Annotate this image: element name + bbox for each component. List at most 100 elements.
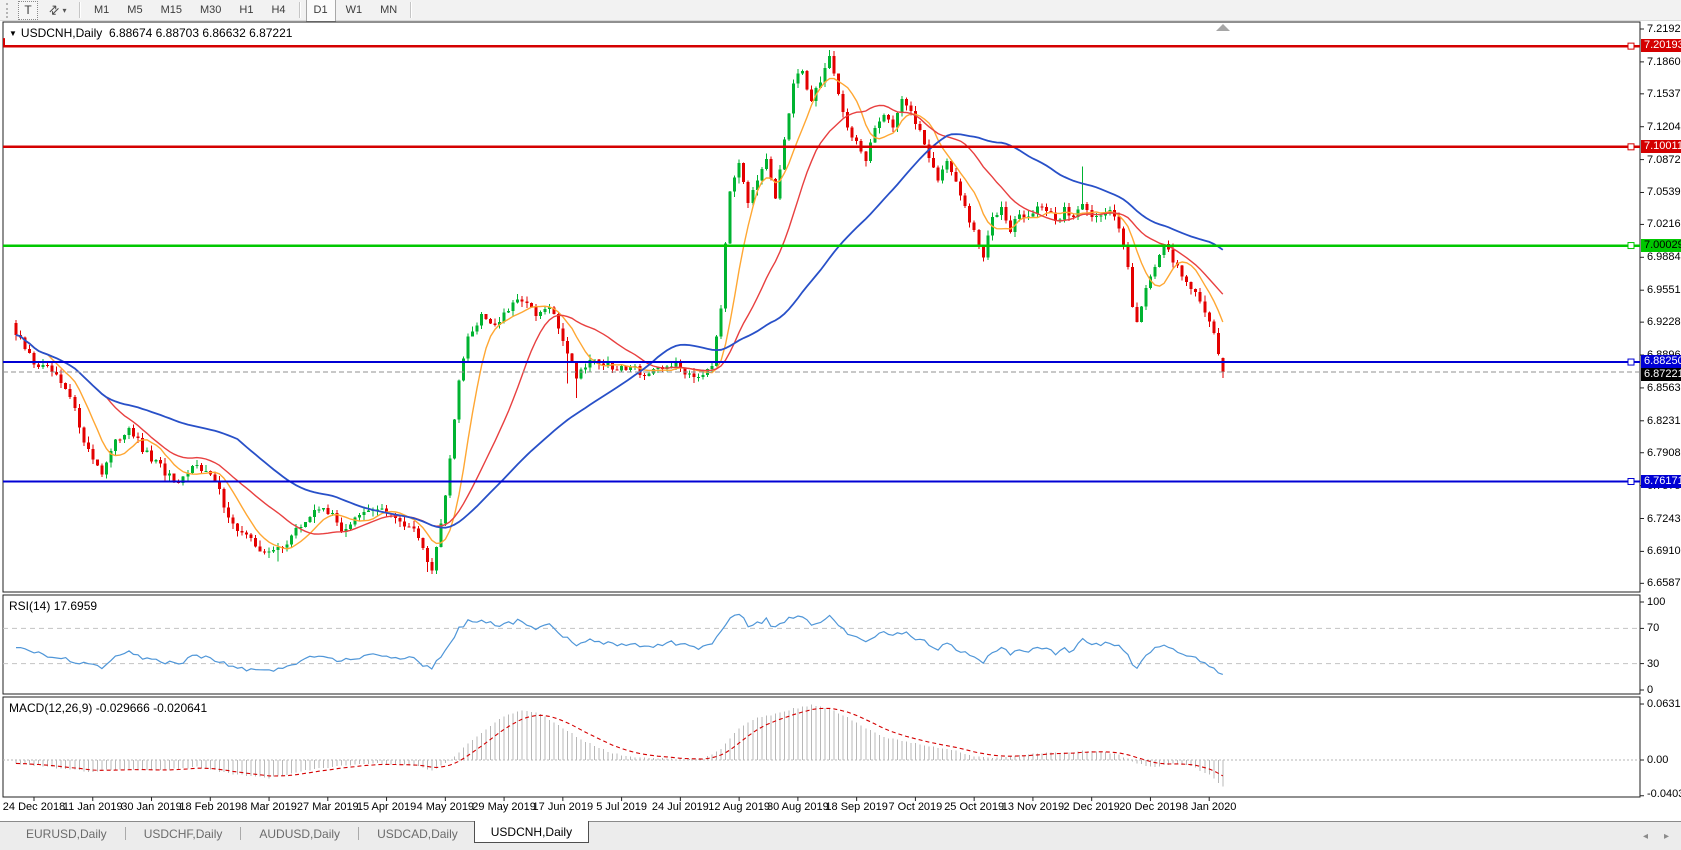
- macd-values: -0.029666 -0.020641: [95, 701, 208, 715]
- main-price-panel[interactable]: [2, 21, 1641, 593]
- price-tick-label: 6.98840: [1647, 251, 1681, 264]
- timeframe-button-m5[interactable]: M5: [127, 4, 143, 16]
- axis-ticks: [33, 28, 1644, 801]
- rsi-value: 17.6959: [53, 599, 98, 613]
- date-tick-label: 2 Dec 2019: [1063, 801, 1120, 813]
- toolbar-grip-handle[interactable]: [6, 2, 12, 18]
- symbol-dropdown-icon[interactable]: ▼: [9, 29, 17, 38]
- price-tick-label: 7.18600: [1647, 55, 1681, 68]
- macd-tick-label: 0.063184: [1647, 698, 1681, 711]
- level-line-marker: [1627, 42, 1635, 50]
- date-tick-label: 24 Dec 2018: [2, 801, 66, 813]
- tab-scroll-buttons: ◂ ▸: [1643, 831, 1669, 842]
- rsi-panel[interactable]: [2, 594, 1641, 695]
- ma-line-medium: [15, 104, 1224, 535]
- moving-average-lines: [15, 77, 1224, 550]
- date-tick-label: 18 Feb 2019: [179, 801, 242, 813]
- date-tick-label: 30 Aug 2019: [766, 801, 829, 813]
- date-tick-label: 4 May 2019: [416, 801, 475, 813]
- text-tool-icon: T: [24, 3, 32, 17]
- ma-line-fast: [15, 77, 1224, 550]
- timeframe-button-h4[interactable]: H4: [271, 4, 286, 16]
- macd-panel[interactable]: [2, 696, 1641, 798]
- date-tick-label: 13 Nov 2019: [1001, 801, 1065, 813]
- price-chart-canvas[interactable]: [0, 0, 1681, 820]
- chart-tab-bar: EURUSD,Daily USDCHF,Daily AUDUSD,Daily USDC…: [0, 821, 1681, 850]
- price-level-badge: 6.88250: [1641, 355, 1681, 369]
- date-tick-label: 5 Jul 2019: [596, 801, 647, 813]
- level-line-marker: [1627, 143, 1635, 151]
- chart-shift-marker-icon: [1216, 24, 1230, 31]
- timeframe-button-w1[interactable]: W1: [345, 4, 363, 16]
- chart-tab-audusd[interactable]: AUDUSD,Daily: [259, 827, 341, 841]
- macd-signal-line: [15, 707, 1224, 777]
- price-tick-label: 7.08720: [1647, 153, 1681, 166]
- level-line-marker: [1627, 242, 1635, 250]
- rsi-plot: [3, 613, 1640, 675]
- text-tool-button[interactable]: T: [18, 0, 38, 20]
- price-tick-label: 7.21925: [1647, 23, 1681, 35]
- price-tick-label: 6.95515: [1647, 284, 1681, 297]
- chart-tab-usdcad[interactable]: USDCAD,Daily: [377, 827, 458, 841]
- price-tick-label: 7.12045: [1647, 120, 1681, 133]
- rsi-tick-label: 0: [1647, 684, 1654, 696]
- rsi-tick-label: 30: [1647, 657, 1660, 670]
- price-tick-label: 7.15370: [1647, 87, 1681, 100]
- timeframe-button-m15[interactable]: M15: [160, 4, 182, 16]
- date-tick-label: 12 Aug 2019: [708, 801, 771, 813]
- tab-scroll-left-icon[interactable]: ◂: [1642, 831, 1648, 842]
- chart-tab-usdchf[interactable]: USDCHF,Daily: [143, 827, 223, 841]
- chart-ohlc-values: 6.88674 6.88703 6.86632 6.87221: [108, 26, 293, 40]
- ma-line-slow: [15, 133, 1224, 529]
- macd-indicator-label: MACD(12,26,9) -0.029666 -0.020641: [9, 701, 208, 715]
- horizontal-level-lines: [3, 24, 1640, 486]
- timeframe-button-m30[interactable]: M30: [199, 4, 222, 16]
- timeframe-button-m1[interactable]: M1: [94, 4, 110, 16]
- date-tick-label: 15 Apr 2019: [356, 801, 417, 813]
- timeframe-button-h1[interactable]: H1: [239, 4, 254, 16]
- chart-symbol-label: USDCNH,Daily: [20, 26, 103, 40]
- price-level-badge: 7.00029: [1641, 238, 1681, 252]
- price-tick-label: 7.02165: [1647, 218, 1681, 231]
- level-line-marker: [1627, 358, 1635, 366]
- toolbar-separator: [298, 2, 301, 18]
- toolbar-separator: [410, 2, 413, 18]
- date-tick-label: 8 Jan 2020: [1181, 801, 1237, 813]
- arrange-windows-button[interactable]: ⇄ ▾: [43, 1, 73, 18]
- price-tick-label: 6.79080: [1647, 446, 1681, 459]
- price-tick-label: 6.82310: [1647, 414, 1681, 427]
- date-tick-label: 20 Dec 2019: [1119, 801, 1182, 813]
- date-tick-label: 30 Jan 2019: [121, 801, 182, 813]
- date-tick-label: 27 Mar 2019: [296, 801, 359, 813]
- price-tick-label: 6.69105: [1647, 545, 1681, 558]
- timeframe-button-mn[interactable]: MN: [380, 4, 398, 16]
- price-level-badge: 7.20193: [1641, 39, 1681, 53]
- toolbar-separator: [79, 2, 81, 18]
- rsi-tick-label: 100: [1647, 596, 1666, 608]
- tab-separator: [124, 827, 126, 840]
- rsi-tick-label: 70: [1647, 622, 1660, 635]
- current-price-badge: 6.87221: [1641, 368, 1681, 382]
- chart-tabs: EURUSD,Daily USDCHF,Daily AUDUSD,Daily USDC…: [10, 821, 590, 844]
- date-tick-label: 18 Sep 2019: [825, 801, 888, 813]
- date-tick-label: 8 Mar 2019: [241, 801, 297, 813]
- date-tick-label: 11 Jan 2019: [62, 801, 123, 813]
- top-toolbar: T ⇄ ▾ M1 M5 M15 M30 H1 H4 D1 W1 MN: [0, 0, 1681, 22]
- price-level-badge: 6.76171: [1641, 474, 1681, 488]
- macd-tick-label: 0.00: [1647, 754, 1669, 766]
- date-tick-label: 17 Jun 2019: [532, 801, 594, 813]
- dropdown-caret-icon: ▾: [62, 5, 67, 15]
- date-tick-label: 25 Oct 2019: [944, 801, 1005, 813]
- chart-tab-usdcnh[interactable]: USDCNH,Daily: [473, 821, 590, 843]
- chart-tab-eurusd[interactable]: EURUSD,Daily: [26, 827, 107, 841]
- timeframe-button-d1[interactable]: D1: [305, 0, 336, 22]
- tab-separator: [358, 827, 360, 840]
- tab-scroll-right-icon[interactable]: ▸: [1663, 831, 1669, 842]
- rsi-indicator-label: RSI(14) 17.6959: [9, 599, 98, 613]
- price-tick-label: 6.92285: [1647, 316, 1681, 329]
- chart-panels: [2, 21, 1641, 798]
- timeframe-button-group: M1 M5 M15 M30 H1 H4 D1 W1 MN: [85, 0, 406, 22]
- price-tick-label: 7.05395: [1647, 186, 1681, 199]
- level-line-marker: [1627, 478, 1635, 486]
